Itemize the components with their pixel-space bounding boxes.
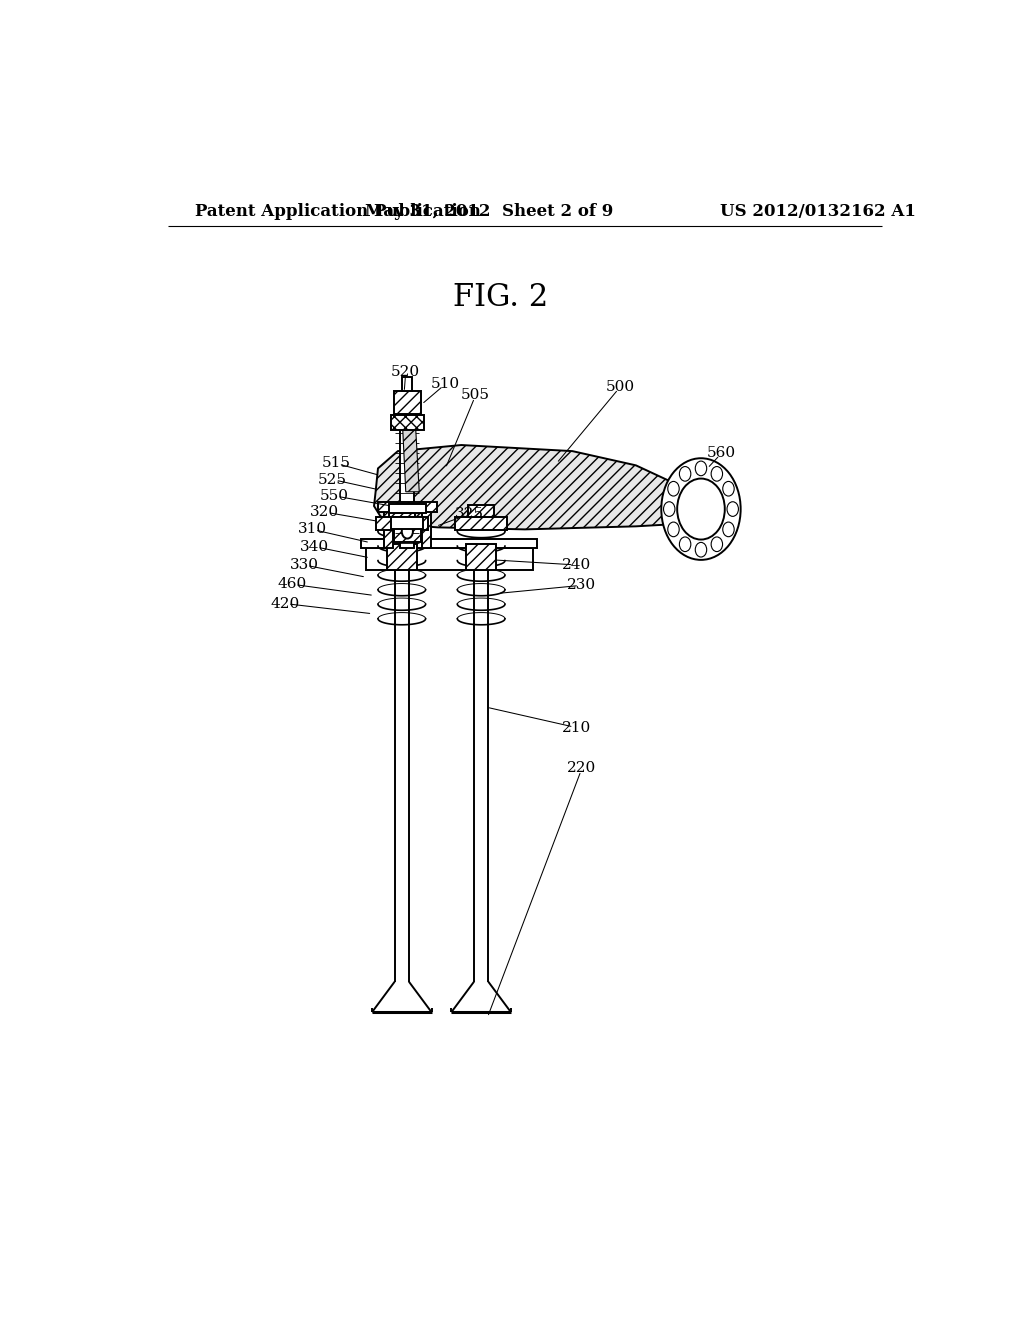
Text: 230: 230 — [567, 578, 597, 593]
Bar — [389, 504, 426, 513]
Text: 220: 220 — [567, 762, 597, 775]
Text: 500: 500 — [605, 380, 635, 395]
Bar — [387, 544, 417, 570]
Text: 340: 340 — [300, 540, 329, 553]
Circle shape — [723, 482, 734, 496]
Circle shape — [664, 502, 675, 516]
Text: 310: 310 — [298, 523, 327, 536]
Text: 525: 525 — [318, 473, 347, 487]
Text: 460: 460 — [278, 577, 307, 591]
Text: 325: 325 — [455, 507, 483, 521]
Text: 550: 550 — [319, 488, 349, 503]
Circle shape — [677, 479, 725, 540]
Bar — [455, 517, 507, 531]
Text: FIG. 2: FIG. 2 — [454, 282, 549, 313]
Bar — [391, 414, 424, 430]
Bar — [466, 544, 497, 570]
Circle shape — [662, 458, 740, 560]
Circle shape — [679, 537, 691, 552]
Bar — [367, 548, 532, 570]
Circle shape — [695, 543, 707, 557]
Text: US 2012/0132162 A1: US 2012/0132162 A1 — [721, 203, 916, 219]
Text: 320: 320 — [310, 506, 339, 519]
Bar — [402, 378, 413, 391]
Text: 520: 520 — [391, 364, 420, 379]
Polygon shape — [401, 393, 419, 492]
Bar — [394, 521, 421, 541]
Circle shape — [668, 523, 679, 537]
Bar — [400, 408, 415, 548]
Text: 560: 560 — [707, 446, 736, 461]
Circle shape — [723, 523, 734, 537]
Circle shape — [679, 466, 691, 482]
Bar — [394, 391, 421, 413]
Text: 420: 420 — [270, 597, 300, 611]
Text: May 31, 2012  Sheet 2 of 9: May 31, 2012 Sheet 2 of 9 — [365, 203, 613, 219]
Bar — [361, 539, 538, 548]
Circle shape — [695, 461, 707, 475]
Circle shape — [727, 502, 738, 516]
Text: 515: 515 — [322, 457, 350, 470]
Circle shape — [711, 466, 723, 482]
Bar — [422, 506, 431, 548]
Bar — [376, 517, 428, 531]
Text: 210: 210 — [562, 721, 591, 735]
Bar — [378, 502, 436, 512]
Bar — [389, 506, 415, 517]
Polygon shape — [374, 445, 708, 529]
Bar — [384, 506, 393, 548]
Bar — [391, 517, 423, 529]
Text: 330: 330 — [290, 558, 318, 572]
Circle shape — [668, 482, 679, 496]
Circle shape — [401, 524, 413, 539]
Text: Patent Application Publication: Patent Application Publication — [196, 203, 481, 219]
Text: 240: 240 — [562, 558, 591, 572]
Bar — [468, 506, 494, 517]
Text: 505: 505 — [461, 388, 490, 403]
Circle shape — [711, 537, 723, 552]
Text: 510: 510 — [431, 378, 460, 391]
